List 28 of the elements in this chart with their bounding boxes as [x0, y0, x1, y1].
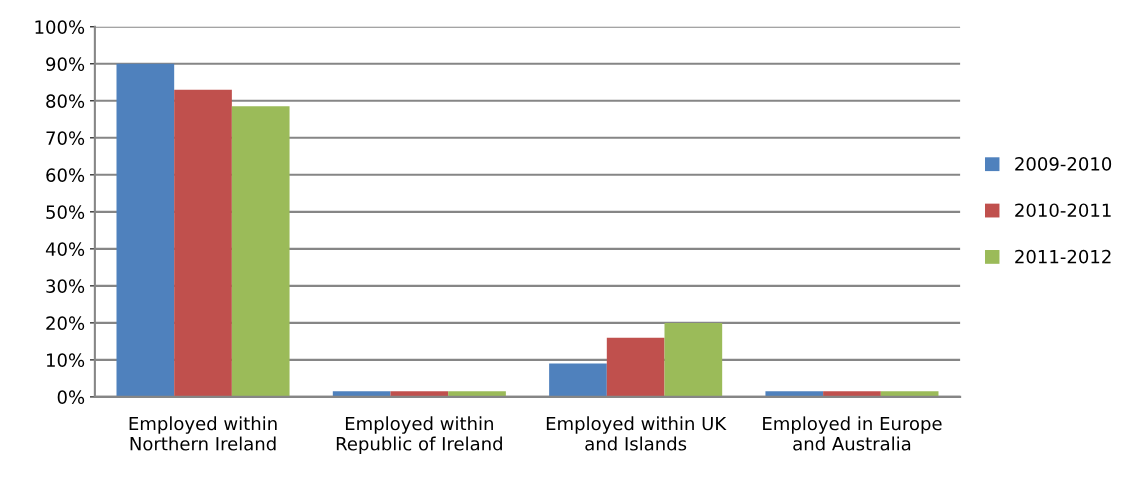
- y-tick-label: 80%: [46, 94, 85, 108]
- y-tick-label: 100%: [35, 20, 85, 34]
- y-tick-label: 60%: [46, 168, 85, 182]
- x-tick-label: Employed in Europe and Australia: [763, 416, 942, 451]
- y-tick-label: 0%: [57, 390, 85, 405]
- y-tick-label: 40%: [45, 242, 85, 256]
- bar: [549, 363, 607, 397]
- bar: [116, 63, 175, 397]
- y-tick-label: 90%: [46, 57, 85, 71]
- bar: [448, 391, 506, 397]
- bar: [606, 337, 665, 397]
- y-tick-label: 20%: [46, 316, 85, 330]
- legend-label: 2009-2010: [1015, 157, 1112, 171]
- bar: [390, 391, 449, 397]
- y-tick-label: 70%: [46, 131, 85, 145]
- x-tick-label: Employed within UK and Islands: [546, 416, 727, 451]
- bar: [231, 106, 290, 397]
- bar: [174, 89, 232, 397]
- y-tick-label: 10%: [47, 353, 85, 368]
- bar: [664, 322, 723, 397]
- bar: [765, 391, 824, 397]
- legend-label: 2011-2012: [1015, 249, 1111, 264]
- y-tick-label: 50%: [46, 205, 85, 219]
- y-tick-label: 30%: [46, 279, 85, 293]
- x-tick-label: Employed within Republic of Ireland: [336, 416, 502, 455]
- legend-label: 2010-2011: [1015, 203, 1111, 218]
- x-tick-label: Employed within Northern Ireland: [129, 416, 277, 451]
- bar: [823, 391, 881, 397]
